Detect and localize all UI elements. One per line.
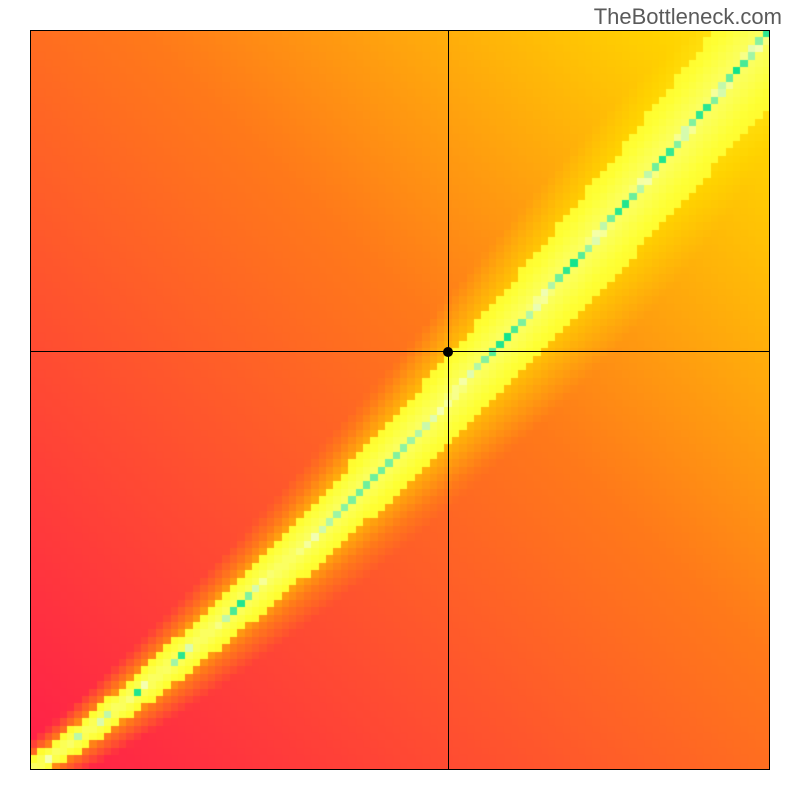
watermark-text: TheBottleneck.com <box>594 4 782 30</box>
plot-area <box>30 30 770 770</box>
chart-container: TheBottleneck.com <box>0 0 800 800</box>
heatmap-canvas <box>30 30 770 770</box>
